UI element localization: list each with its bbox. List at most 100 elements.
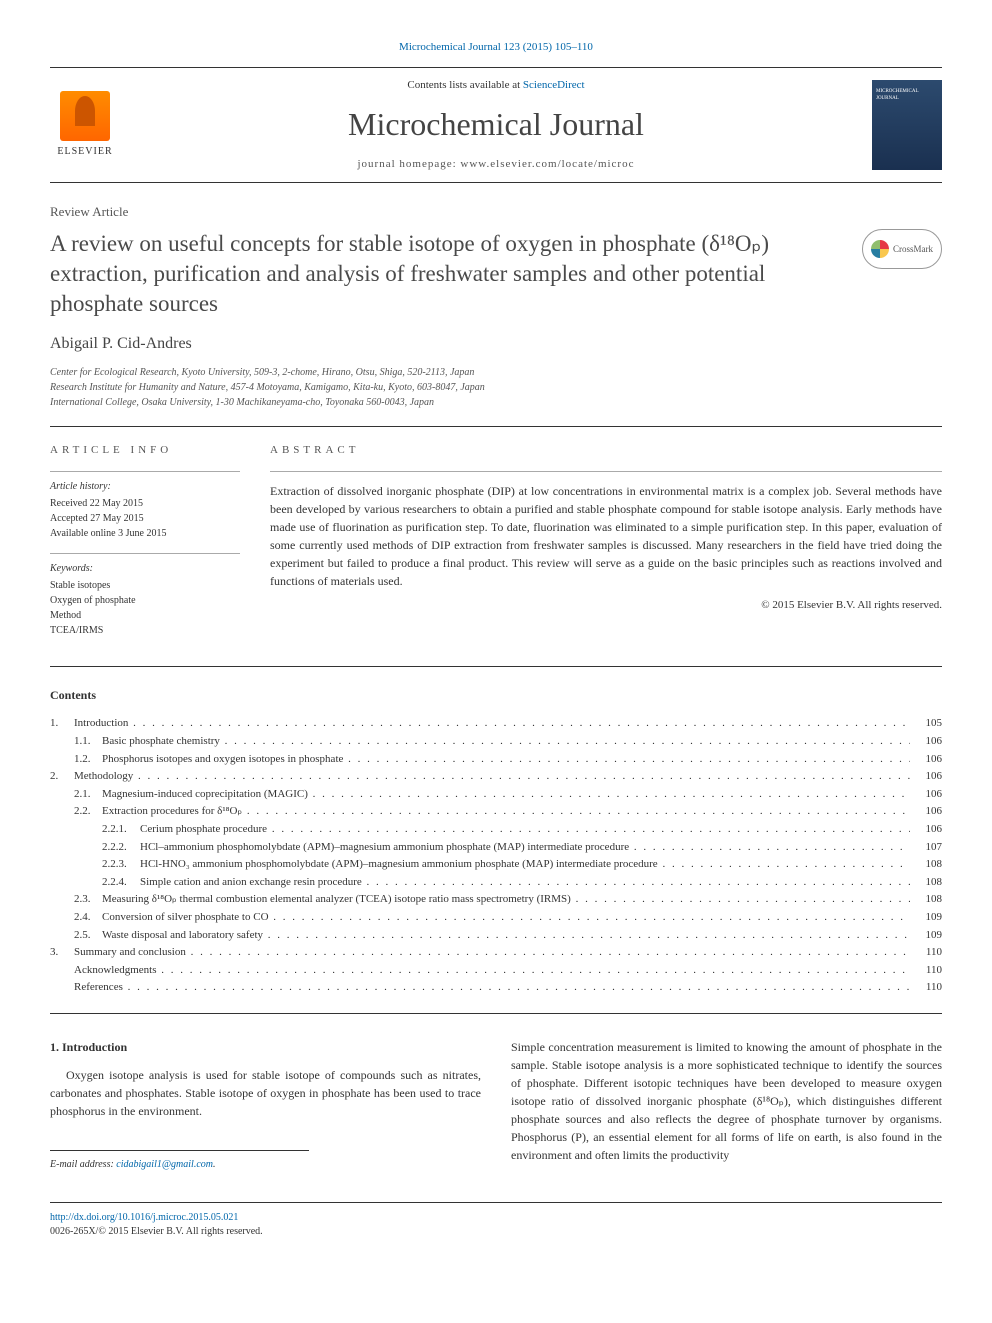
toc-label: Magnesium-induced coprecipitation (MAGIC… — [102, 786, 910, 804]
toc-label: Acknowledgments — [74, 962, 910, 980]
table-of-contents: 1.Introduction1051.1.Basic phosphate che… — [50, 715, 942, 1014]
abstract-text: Extraction of dissolved inorganic phosph… — [270, 471, 942, 590]
cover-label: MICROCHEMICAL JOURNAL — [876, 88, 938, 102]
email-label: E-mail address: — [50, 1159, 116, 1170]
toc-num: 2.2.2. — [102, 839, 140, 857]
toc-label: Introduction — [74, 715, 910, 733]
toc-page: 106 — [910, 803, 942, 821]
crossmark-label: CrossMark — [893, 243, 933, 256]
toc-row: 2.2.3.HCl-HNO₃ ammonium phosphomolybdate… — [50, 856, 942, 874]
toc-page: 105 — [910, 715, 942, 733]
crossmark-badge[interactable]: CrossMark — [862, 229, 942, 269]
toc-num — [50, 962, 74, 980]
toc-label: Waste disposal and laboratory safety — [102, 927, 910, 945]
author-name: Abigail P. Cid-Andres — [50, 333, 942, 355]
elsevier-logo: ELSEVIER — [50, 85, 120, 165]
toc-label: Cerium phosphate procedure — [140, 821, 910, 839]
correspondence: E-mail address: cidabigail1@gmail.com. — [50, 1150, 309, 1172]
crossmark-icon — [871, 240, 889, 258]
toc-page: 110 — [910, 944, 942, 962]
toc-page: 106 — [910, 786, 942, 804]
toc-page: 108 — [910, 856, 942, 874]
toc-page: 109 — [910, 909, 942, 927]
toc-row: 1.Introduction105 — [50, 715, 942, 733]
article-title: A review on useful concepts for stable i… — [50, 229, 862, 319]
toc-page: 106 — [910, 821, 942, 839]
toc-num: 2. — [50, 768, 74, 786]
sciencedirect-link[interactable]: ScienceDirect — [523, 79, 585, 91]
journal-homepage: journal homepage: www.elsevier.com/locat… — [140, 157, 852, 172]
section-heading: 1. Introduction — [50, 1038, 481, 1056]
abstract: ABSTRACT Extraction of dissolved inorgan… — [270, 443, 942, 649]
received-date: Received 22 May 2015 — [50, 496, 240, 511]
body-paragraph: Oxygen isotope analysis is used for stab… — [50, 1066, 481, 1120]
toc-label: References — [74, 979, 910, 997]
history-title: Article history: — [50, 480, 240, 494]
toc-label: Extraction procedures for δ¹⁸Oₚ — [102, 803, 910, 821]
toc-label: Basic phosphate chemistry — [102, 733, 910, 751]
keywords-title: Keywords: — [50, 562, 240, 576]
toc-row: References110 — [50, 979, 942, 997]
copyright: © 2015 Elsevier B.V. All rights reserved… — [270, 598, 942, 613]
journal-ref-link[interactable]: Microchemical Journal 123 (2015) 105–110 — [399, 41, 593, 53]
toc-num: 1. — [50, 715, 74, 733]
journal-title: Microchemical Journal — [140, 102, 852, 147]
toc-num: 2.4. — [74, 909, 102, 927]
toc-num: 1.1. — [74, 733, 102, 751]
toc-num: 2.2.3. — [102, 856, 140, 874]
keyword: TCEA/IRMS — [50, 623, 240, 638]
toc-num: 2.2.4. — [102, 874, 140, 892]
toc-label: Summary and conclusion — [74, 944, 910, 962]
toc-num — [50, 979, 74, 997]
toc-label: Measuring δ¹⁸Oₚ thermal combustion eleme… — [102, 891, 910, 909]
body-paragraph: Simple concentration measurement is limi… — [511, 1038, 942, 1164]
toc-num: 2.2.1. — [102, 821, 140, 839]
affiliation: Research Institute for Humanity and Natu… — [50, 380, 942, 395]
abstract-header: ABSTRACT — [270, 443, 942, 458]
toc-page: 110 — [910, 962, 942, 980]
affiliations: Center for Ecological Research, Kyoto Un… — [50, 365, 942, 410]
page-footer: http://dx.doi.org/10.1016/j.microc.2015.… — [50, 1202, 942, 1239]
toc-row: 2.4.Conversion of silver phosphate to CO… — [50, 909, 942, 927]
doi-link[interactable]: http://dx.doi.org/10.1016/j.microc.2015.… — [50, 1212, 238, 1223]
toc-num: 1.2. — [74, 751, 102, 769]
toc-num: 2.5. — [74, 927, 102, 945]
accepted-date: Accepted 27 May 2015 — [50, 511, 240, 526]
toc-page: 107 — [910, 839, 942, 857]
keyword: Method — [50, 608, 240, 623]
toc-label: Simple cation and anion exchange resin p… — [140, 874, 910, 892]
article-type: Review Article — [50, 203, 942, 221]
toc-row: 2.Methodology106 — [50, 768, 942, 786]
body-column-right: Simple concentration measurement is limi… — [511, 1038, 942, 1172]
toc-row: 2.1.Magnesium-induced coprecipitation (M… — [50, 786, 942, 804]
toc-page: 110 — [910, 979, 942, 997]
article-info: ARTICLE INFO Article history: Received 2… — [50, 443, 270, 649]
email-link[interactable]: cidabigail1@gmail.com — [116, 1159, 213, 1170]
toc-row: 2.3.Measuring δ¹⁸Oₚ thermal combustion e… — [50, 891, 942, 909]
toc-label: HCl-HNO₃ ammonium phosphomolybdate (APM)… — [140, 856, 910, 874]
toc-label: HCl–ammonium phosphomolybdate (APM)–magn… — [140, 839, 910, 857]
journal-cover-thumbnail: MICROCHEMICAL JOURNAL — [872, 80, 942, 170]
keyword: Stable isotopes — [50, 578, 240, 593]
body-column-left: 1. Introduction Oxygen isotope analysis … — [50, 1038, 481, 1172]
online-date: Available online 3 June 2015 — [50, 526, 240, 541]
toc-page: 106 — [910, 733, 942, 751]
affiliation: International College, Osaka University,… — [50, 395, 942, 410]
toc-num: 2.2. — [74, 803, 102, 821]
toc-label: Methodology — [74, 768, 910, 786]
elsevier-label: ELSEVIER — [57, 145, 112, 159]
toc-row: 2.2.Extraction procedures for δ¹⁸Oₚ106 — [50, 803, 942, 821]
toc-page: 106 — [910, 768, 942, 786]
toc-page: 106 — [910, 751, 942, 769]
journal-reference: Microchemical Journal 123 (2015) 105–110 — [50, 40, 942, 55]
elsevier-tree-icon — [60, 91, 110, 141]
toc-page: 108 — [910, 874, 942, 892]
journal-header: ELSEVIER Contents lists available at Sci… — [50, 67, 942, 183]
article-info-header: ARTICLE INFO — [50, 443, 240, 458]
contents-header: Contents — [50, 687, 942, 704]
toc-page: 108 — [910, 891, 942, 909]
toc-num: 2.1. — [74, 786, 102, 804]
toc-row: 3.Summary and conclusion110 — [50, 944, 942, 962]
toc-row: 2.2.4.Simple cation and anion exchange r… — [50, 874, 942, 892]
contents-available: Contents lists available at ScienceDirec… — [140, 78, 852, 93]
